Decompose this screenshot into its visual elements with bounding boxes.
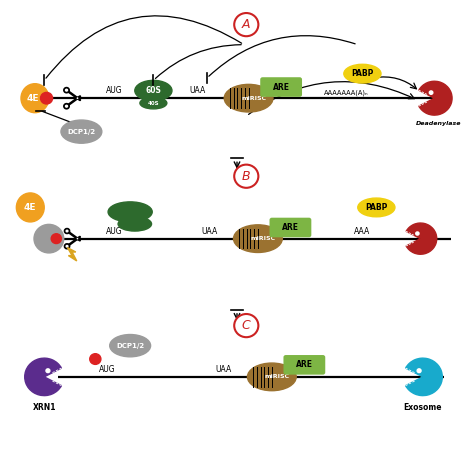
Text: AUG: AUG — [106, 86, 122, 95]
Wedge shape — [419, 81, 452, 115]
Ellipse shape — [16, 193, 44, 222]
Wedge shape — [406, 223, 437, 254]
Circle shape — [34, 224, 64, 253]
Text: PABP: PABP — [351, 69, 374, 78]
Text: Deadenylase: Deadenylase — [416, 121, 462, 126]
Text: XRN1: XRN1 — [33, 403, 56, 412]
Text: DCP1/2: DCP1/2 — [116, 343, 144, 349]
Text: PABP: PABP — [365, 203, 388, 212]
Ellipse shape — [224, 84, 273, 112]
FancyBboxPatch shape — [283, 355, 325, 374]
Ellipse shape — [344, 64, 381, 83]
Circle shape — [417, 369, 421, 373]
Ellipse shape — [109, 334, 151, 357]
Ellipse shape — [234, 225, 283, 253]
Circle shape — [429, 91, 433, 94]
Circle shape — [64, 244, 70, 248]
Text: miRISC: miRISC — [242, 96, 267, 101]
Text: UAA: UAA — [215, 365, 231, 374]
Ellipse shape — [247, 363, 296, 391]
Text: 60S: 60S — [146, 86, 161, 95]
Text: Exosome: Exosome — [403, 403, 442, 412]
Wedge shape — [25, 358, 62, 395]
Circle shape — [64, 229, 70, 233]
FancyBboxPatch shape — [260, 77, 302, 97]
Ellipse shape — [140, 97, 167, 109]
Text: AUG: AUG — [106, 227, 122, 236]
Text: 4E: 4E — [27, 94, 39, 103]
Circle shape — [64, 88, 69, 93]
Circle shape — [234, 314, 258, 337]
Circle shape — [76, 97, 79, 100]
Circle shape — [90, 354, 101, 364]
Text: A: A — [242, 18, 251, 31]
Circle shape — [51, 234, 62, 243]
Ellipse shape — [21, 84, 49, 113]
Text: AUG: AUG — [99, 365, 115, 374]
Text: AAA: AAA — [354, 227, 371, 236]
Text: 4E: 4E — [23, 203, 36, 212]
FancyBboxPatch shape — [270, 217, 311, 238]
Text: ARE: ARE — [296, 360, 313, 369]
Text: DCP1/2: DCP1/2 — [67, 129, 95, 135]
Text: 40S: 40S — [147, 101, 159, 106]
Circle shape — [46, 369, 50, 373]
Polygon shape — [67, 248, 77, 261]
Text: C: C — [242, 319, 251, 332]
Text: UAA: UAA — [201, 227, 217, 236]
Ellipse shape — [61, 120, 102, 143]
Ellipse shape — [108, 202, 152, 222]
Text: ARE: ARE — [273, 82, 290, 91]
Circle shape — [234, 165, 258, 188]
Text: B: B — [242, 170, 251, 183]
Text: ARE: ARE — [282, 223, 299, 232]
Text: miRISC: miRISC — [251, 236, 276, 241]
Ellipse shape — [135, 81, 172, 101]
Circle shape — [76, 238, 79, 240]
Wedge shape — [406, 358, 442, 395]
Text: miRISC: miRISC — [265, 374, 290, 379]
Circle shape — [64, 104, 69, 109]
Text: UAA: UAA — [190, 86, 206, 95]
Text: AAAAAAA(A)ₙ: AAAAAAA(A)ₙ — [324, 89, 368, 96]
Circle shape — [234, 13, 258, 36]
Ellipse shape — [118, 217, 152, 231]
Ellipse shape — [358, 198, 395, 217]
Circle shape — [40, 92, 53, 104]
Circle shape — [416, 232, 419, 235]
